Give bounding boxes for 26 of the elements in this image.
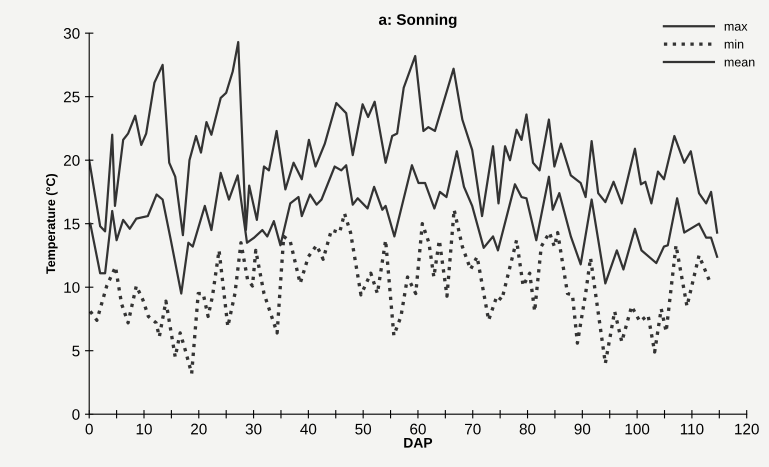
y-tick-label: 30 (64, 28, 80, 39)
x-tick-label: 110 (680, 424, 704, 434)
x-tick-label: 10 (136, 424, 152, 434)
x-tick-label: 30 (246, 424, 262, 434)
y-tick-label: 25 (64, 92, 80, 102)
x-axis-title: DAP (404, 438, 432, 448)
x-tick-label: 0 (86, 424, 93, 434)
y-tick-label: 0 (72, 409, 80, 420)
x-tick-label: 60 (410, 424, 426, 434)
x-tick-label: 100 (626, 424, 650, 434)
legend-label: mean (724, 60, 754, 67)
chart-title: a: Sonning (378, 14, 456, 28)
y-tick-label: 20 (64, 155, 80, 166)
x-tick-label: 70 (465, 424, 481, 434)
legend-label: max (724, 24, 748, 31)
x-tick-label: 80 (520, 424, 536, 434)
x-tick-label: 120 (735, 424, 759, 434)
y-tick-label: 5 (72, 346, 80, 356)
x-tick-label: 50 (355, 424, 372, 434)
y-tick-label: 15 (64, 218, 80, 230)
x-tick-label: 40 (300, 424, 316, 434)
y-axis-title: Temperature (°C) (46, 174, 58, 274)
x-tick-label: 20 (191, 424, 207, 434)
y-tick-label: 10 (64, 282, 80, 293)
legend-label: min (724, 39, 744, 49)
x-tick-label: 90 (574, 424, 590, 434)
